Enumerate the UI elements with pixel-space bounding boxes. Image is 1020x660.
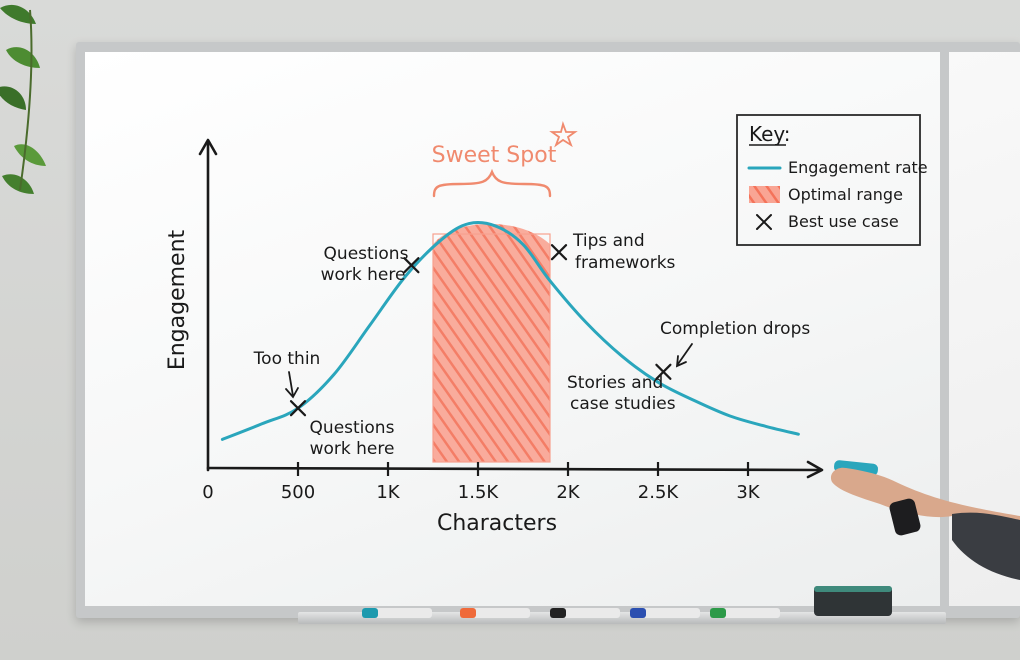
legend-box [736,114,921,246]
star-icon [549,120,578,148]
sweet-spot-label: Sweet Spot [432,143,557,168]
legend-x-icon [756,214,772,230]
legend-item-engagement: Engagement rate [788,158,928,177]
sweet-spot-brace [432,168,552,198]
optimal-range-outline [432,233,551,463]
x-axis-line [206,466,822,472]
questions-mid-label-line1: Questions [324,244,409,264]
best-use-case-x-icon [289,400,307,417]
legend: Key: Engagement rate Optimal range Best … [736,114,928,246]
x-tick-label: 2.5K [638,482,680,503]
hand-with-marker [830,460,1020,580]
stories-label-line1: Stories and [567,373,663,393]
optimal-range-band [432,223,551,463]
questions-mid-label-line2: work here [321,265,406,285]
x-tick-label: 1.5K [458,482,500,503]
questions-low-label-line1: Questions [310,418,395,438]
completion-drops-label: Completion drops [660,319,810,339]
best-use-case-x-icon [655,363,672,380]
blue-marker [630,608,700,618]
optimal-range-fill [433,223,550,462]
y-axis-title: Engagement [165,229,190,370]
eraser [814,586,892,616]
too-thin-arrow-icon [285,371,299,399]
green-marker [710,608,780,618]
engagement-rate-line [220,221,800,441]
legend-rect-swatch [749,186,780,203]
x-axis-ticks: 0 500 1K 1.5K 2K 2.5K 3K [202,462,761,503]
orange-marker [460,608,530,618]
teal-marker [362,608,432,618]
x-tick-label: 3K [736,482,760,503]
x-axis-title: Characters [437,511,557,536]
legend-title: Key: [749,122,791,146]
tray-markers [362,586,892,618]
tips-label-line2: frameworks [575,253,676,273]
plant-leaves [0,4,46,194]
stories-label-line2: case studies [570,394,676,414]
x-axis-arrow-icon [806,460,824,479]
x-tick-label: 1K [376,482,400,503]
x-tick-label: 2K [556,482,580,503]
x-tick-label: 0 [202,482,213,503]
y-axis-arrow-icon [198,138,218,156]
legend-item-optimal: Optimal range [788,185,903,204]
x-tick-label: 500 [281,482,315,503]
completion-arrow-icon [675,343,693,368]
black-marker [550,608,620,618]
best-use-case-markers [289,244,672,417]
legend-item-best-use: Best use case [788,212,899,231]
axes [198,138,824,479]
best-use-case-x-icon [550,244,568,261]
best-use-case-x-icon [403,257,420,274]
tips-label-line1: Tips and [572,231,645,251]
questions-low-label-line2: work here [310,439,395,459]
too-thin-label: Too thin [253,349,321,369]
